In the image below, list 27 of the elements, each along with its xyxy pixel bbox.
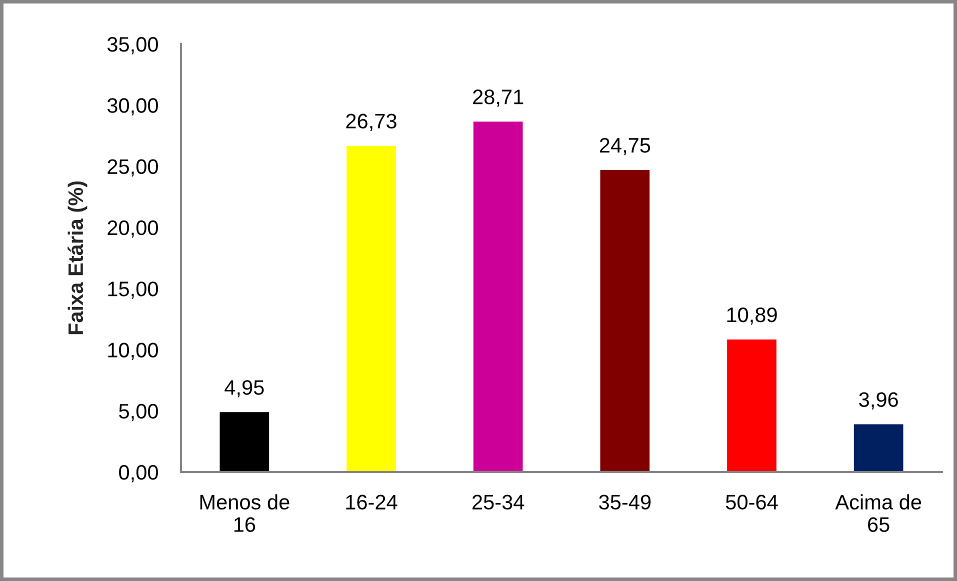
bar	[345, 144, 398, 472]
bar	[472, 120, 524, 472]
y-tick-label: 20,00	[108, 220, 158, 238]
data-label: 4,95	[224, 380, 264, 398]
data-label: 10,89	[727, 307, 777, 325]
y-tick-label: 15,00	[108, 282, 158, 299]
bar	[218, 410, 270, 472]
bar	[726, 338, 778, 472]
bar	[852, 422, 905, 472]
bar	[598, 168, 651, 472]
y-axis-title: Faixa Etária (%)	[68, 181, 88, 334]
data-label: 24,75	[600, 138, 650, 156]
x-tick-label: 25-34	[472, 494, 524, 510]
y-tick-label: 30,00	[107, 98, 158, 116]
x-tick-label: Acima de 65	[835, 494, 922, 532]
data-label: 3,96	[859, 392, 898, 410]
x-tick-label: Menos de 16	[200, 494, 290, 532]
data-label: 28,71	[473, 90, 524, 107]
y-tick-label: 5,00	[119, 404, 158, 422]
y-tick-label: 0,00	[119, 465, 158, 482]
y-tick-label: 10,00	[108, 342, 158, 360]
y-tick-label: 25,00	[108, 159, 158, 176]
y-tick-label: 35,00	[107, 37, 158, 54]
data-label: 26,73	[346, 114, 396, 131]
x-tick-label: 50-64	[726, 494, 778, 510]
x-tick-label: 35-49	[599, 494, 651, 510]
x-tick-label: 16-24	[346, 494, 398, 510]
